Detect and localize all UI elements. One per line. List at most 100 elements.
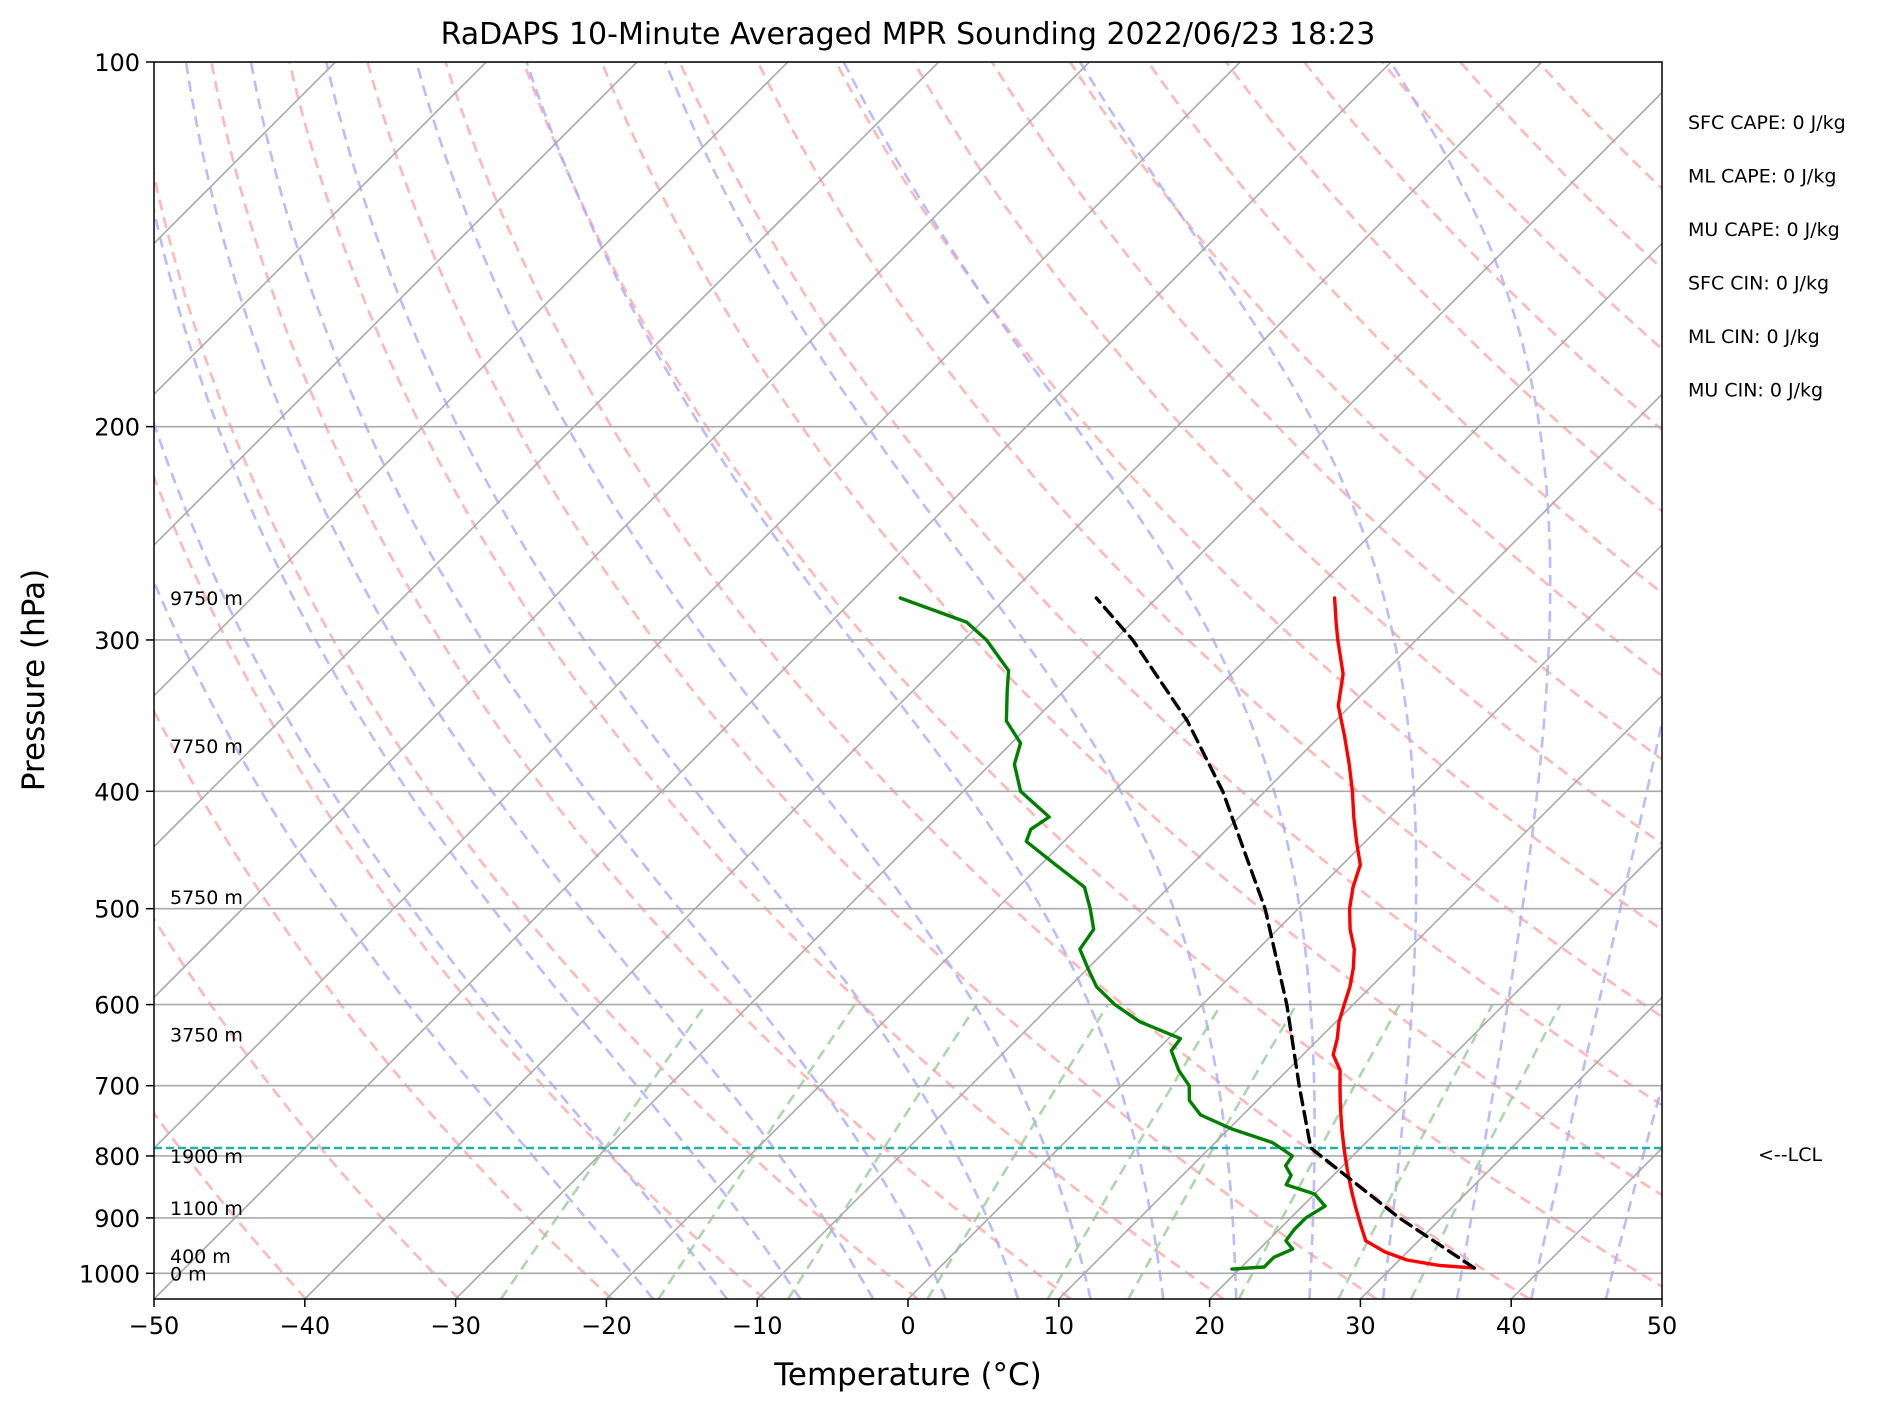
mixing-ratio-line — [499, 1003, 707, 1299]
x-tick-label: 40 — [1496, 1312, 1527, 1340]
isotherm — [907, 543, 1662, 1299]
height-label: 400 m — [170, 1246, 231, 1268]
y-tick-label: 700 — [94, 1073, 140, 1101]
isotherm — [154, 62, 1241, 1150]
mixing-ratio-line — [1337, 1003, 1494, 1299]
x-tick-label: −10 — [732, 1312, 783, 1340]
dry-adiabat — [444, 62, 1531, 1299]
mixing-ratio-line — [1127, 1003, 1298, 1299]
parameter-label: SFC CAPE: 0 J/kg — [1688, 112, 1846, 134]
isotherm — [154, 62, 1392, 1299]
parameter-label: MU CIN: 0 J/kg — [1688, 380, 1823, 402]
x-tick-label: 20 — [1194, 1312, 1225, 1340]
dry-adiabat — [600, 62, 1662, 1197]
isotherm — [154, 62, 487, 396]
data-lines — [154, 596, 1662, 1271]
mixing-ratio-line — [657, 1003, 856, 1299]
x-tick-label: 50 — [1647, 1312, 1678, 1340]
moist-adiabat — [325, 62, 1020, 1299]
height-label: 0 m — [170, 1263, 207, 1285]
isotherm — [154, 62, 789, 697]
x-tick-label: −50 — [129, 1312, 180, 1340]
dry-adiabat — [756, 62, 1662, 1019]
isotherm — [154, 62, 1090, 999]
height-label: 1100 m — [170, 1198, 243, 1220]
axis-ticks — [146, 61, 1663, 1307]
parcel-path-line — [1094, 596, 1477, 1270]
background-lines — [154, 62, 1662, 1299]
dewpoint-line — [898, 596, 1327, 1271]
isotherm — [605, 242, 1662, 1299]
dry-adiabat — [1302, 62, 1662, 432]
y-tick-label: 200 — [94, 414, 140, 442]
moist-adiabat — [415, 62, 1092, 1299]
dry-adiabat — [210, 62, 1072, 1299]
moist-adiabat — [525, 62, 1165, 1299]
isotherm — [154, 62, 940, 848]
y-tick-label: 300 — [94, 627, 140, 655]
y-tick-label: 400 — [94, 778, 140, 806]
chart-title: RaDAPS 10-Minute Averaged MPR Sounding 2… — [441, 17, 1376, 52]
isotherm — [1058, 694, 1662, 1299]
moist-adiabat — [154, 419, 729, 1299]
x-tick-label: −30 — [430, 1312, 481, 1340]
moist-adiabat — [184, 62, 875, 1299]
moist-adiabat — [1530, 715, 1662, 1299]
y-tick-label: 900 — [94, 1205, 140, 1233]
mixing-ratio-line — [926, 1003, 1110, 1299]
dry-adiabat — [1224, 62, 1662, 513]
parameter-label: ML CAPE: 0 J/kg — [1688, 166, 1836, 188]
moist-adiabat — [154, 204, 802, 1299]
y-axis-label: Pressure (hPa) — [16, 569, 52, 791]
dry-adiabat — [678, 62, 1662, 1107]
text-labels: −50 −40 −30 −20 −10 0 10 20 30 40 50 100 200 300 400 50… — [79, 49, 1846, 1340]
height-label: 5750 m — [170, 887, 243, 909]
y-tick-label: 800 — [94, 1143, 140, 1171]
dry-adiabat — [366, 62, 1378, 1299]
moist-adiabat — [249, 62, 947, 1299]
moist-adiabat — [154, 578, 655, 1299]
dry-adiabat — [288, 62, 1225, 1299]
isotherm — [1209, 845, 1662, 1299]
x-tick-label: −20 — [581, 1312, 632, 1340]
isotherm — [154, 62, 638, 547]
y-tick-label: 600 — [94, 992, 140, 1020]
mixing-ratio-line — [1237, 1003, 1401, 1299]
height-label: 9750 m — [170, 588, 243, 610]
moist-adiabat — [842, 62, 1316, 1299]
height-label: 1900 m — [170, 1146, 243, 1168]
dry-adiabat — [154, 169, 919, 1299]
x-axis-label: Temperature (°C) — [773, 1357, 1042, 1393]
isotherm — [304, 62, 1543, 1299]
isotherm — [455, 91, 1662, 1299]
moist-adiabat — [1389, 62, 1552, 1299]
mixing-ratio-line — [1409, 1003, 1562, 1299]
height-label: 7750 m — [170, 736, 243, 758]
dry-adiabat — [522, 62, 1662, 1289]
y-tick-label: 500 — [94, 896, 140, 924]
dry-adiabat — [154, 473, 766, 1299]
dry-adiabat — [834, 62, 1662, 932]
dry-adiabat — [912, 62, 1662, 846]
mixing-ratio-line — [1046, 1003, 1223, 1299]
dry-adiabat — [1146, 62, 1662, 595]
isotherm — [756, 393, 1662, 1299]
parameter-label: ML CIN: 0 J/kg — [1688, 326, 1820, 348]
lcl-label: <--LCL — [1758, 1144, 1822, 1166]
isotherm — [1359, 996, 1662, 1299]
moist-adiabat — [1078, 62, 1418, 1299]
dry-adiabat — [1068, 62, 1662, 678]
dry-adiabat — [990, 62, 1662, 761]
y-tick-label: 100 — [94, 49, 140, 77]
height-label: 3750 m — [170, 1024, 243, 1046]
mixing-ratio-line — [786, 1003, 978, 1299]
dry-adiabat — [154, 916, 460, 1299]
x-tick-label: −40 — [279, 1312, 330, 1340]
parameter-label: MU CAPE: 0 J/kg — [1688, 219, 1840, 241]
x-tick-label: 10 — [1044, 1312, 1075, 1340]
x-tick-label: 0 — [900, 1312, 915, 1340]
y-tick-label: 1000 — [79, 1260, 140, 1288]
parameter-label: SFC CIN: 0 J/kg — [1688, 273, 1829, 295]
